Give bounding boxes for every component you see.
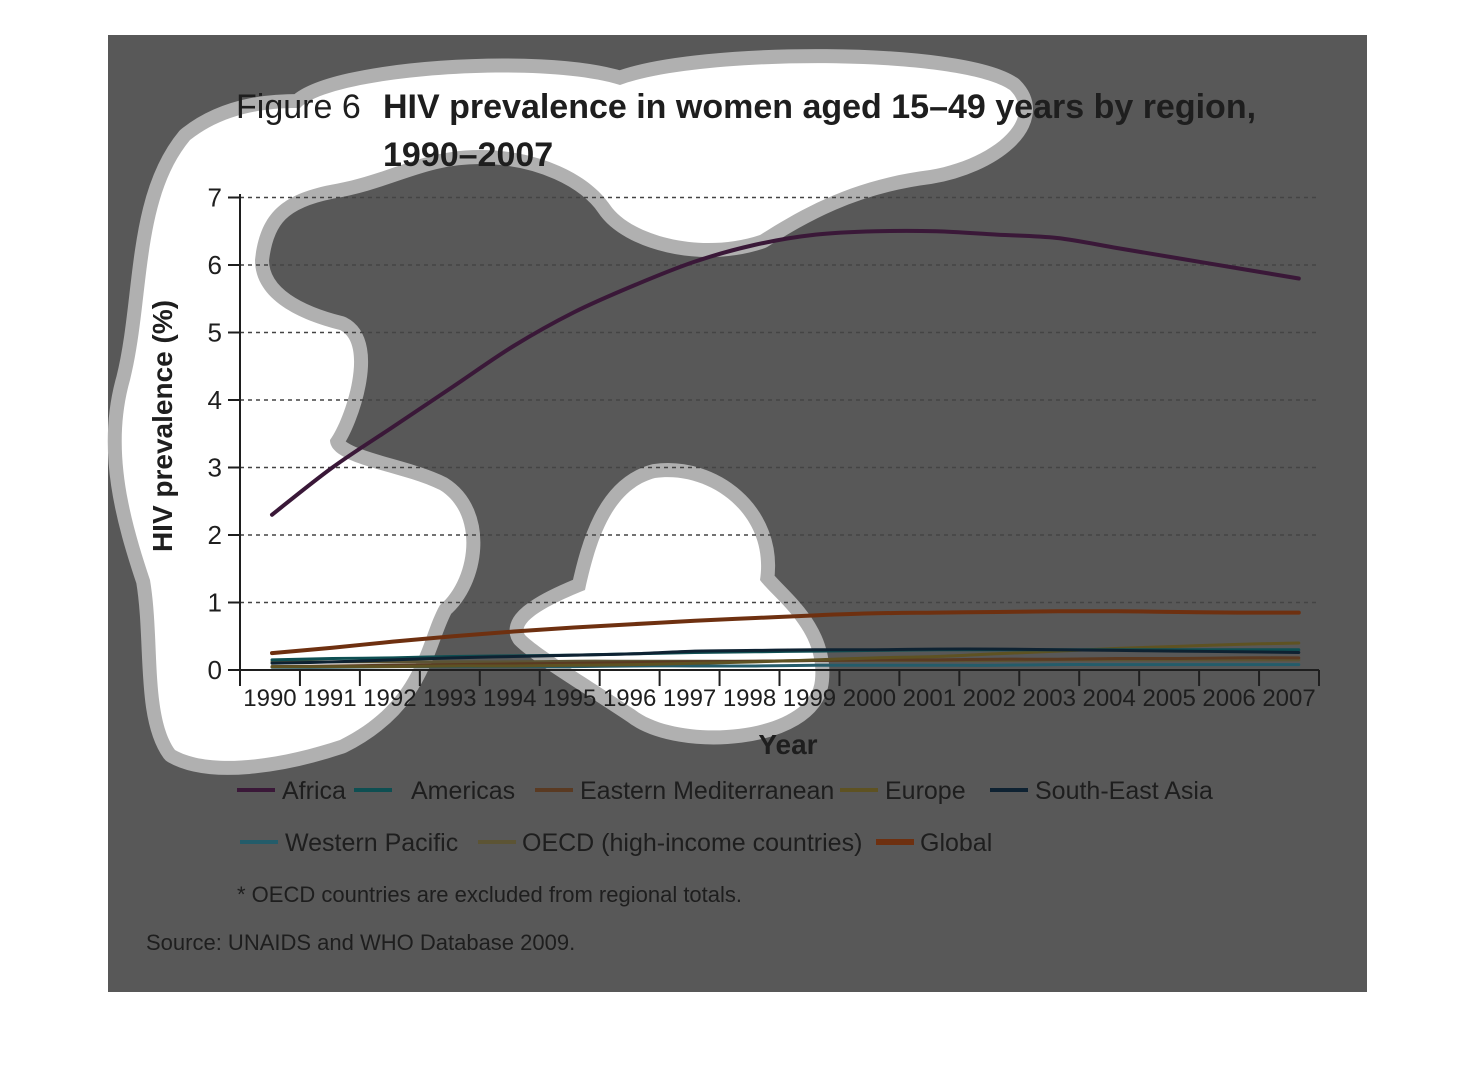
- x-tick-label: 1997: [663, 685, 716, 712]
- x-tick-label: 2006: [1202, 685, 1255, 712]
- legend-label-global: Global: [920, 829, 992, 857]
- chart-title-line2: 1990–2007: [383, 136, 553, 174]
- series-line-africa: [270, 228, 1301, 517]
- x-tick-label: 2002: [963, 685, 1016, 712]
- legend-label-europe: Europe: [885, 777, 966, 805]
- x-tick-label: 1992: [363, 685, 416, 712]
- y-tick-label: 0: [208, 655, 222, 685]
- x-axis-ticks: 1990 1991 1992 1993 1994 1995 1996 1997 1998 1999…: [239, 670, 1320, 712]
- legend-label-americas: Americas: [411, 777, 515, 805]
- legend-label-eastern-mediterranean: Eastern Mediterranean: [580, 777, 834, 805]
- x-tick-label: 1991: [303, 685, 356, 712]
- series-line-europe: [270, 641, 1301, 669]
- x-tick-label: 2004: [1082, 685, 1135, 712]
- series-lines: [270, 228, 1301, 669]
- chart-title-line1: HIV prevalence in women aged 15–49 years…: [383, 88, 1256, 126]
- x-tick-label: 1999: [783, 685, 836, 712]
- y-tick-label: 7: [208, 183, 222, 213]
- y-tick-label: 1: [208, 588, 222, 618]
- x-axis-title: Year: [758, 729, 817, 760]
- highlight-blob: [121, 63, 1019, 761]
- gridlines: [240, 196, 1319, 604]
- legend-label-western-pacific: Western Pacific: [285, 829, 458, 857]
- legend-label-oecd-high-income-countries: OECD (high-income countries): [522, 829, 862, 857]
- x-tick-label: 2000: [843, 685, 896, 712]
- y-tick-label: 5: [208, 318, 222, 348]
- y-tick-label: 3: [208, 453, 222, 483]
- x-tick-label: 1998: [723, 685, 776, 712]
- legend-label-africa: Africa: [282, 777, 346, 805]
- source-note: Source: UNAIDS and WHO Database 2009.: [146, 930, 575, 955]
- y-tick-label: 4: [208, 385, 222, 415]
- y-tick-label: 2: [208, 520, 222, 550]
- x-tick-label: 1994: [483, 685, 536, 712]
- y-axis-ticks: 0 1 2 3 4 5 6 7: [208, 183, 240, 685]
- legend: Africa Americas Eastern Mediterranean Europ…: [237, 777, 1213, 857]
- legend-label-south-east-asia: South-East Asia: [1035, 777, 1213, 805]
- x-tick-label: 1990: [243, 685, 296, 712]
- series-line-south-east-asia: [270, 647, 1301, 665]
- x-tick-label: 2003: [1023, 685, 1076, 712]
- y-tick-label: 6: [208, 250, 222, 280]
- x-tick-label: 1996: [603, 685, 656, 712]
- x-tick-label: 2001: [903, 685, 956, 712]
- footnote: * OECD countries are excluded from regio…: [237, 882, 742, 907]
- x-tick-label: 1993: [423, 685, 476, 712]
- x-tick-label: 1995: [543, 685, 596, 712]
- x-tick-label: 2007: [1262, 685, 1315, 712]
- series-line-global: [270, 609, 1301, 656]
- x-tick-label: 2005: [1142, 685, 1195, 712]
- y-axis-title: HIV prevalence (%): [147, 300, 178, 552]
- figure-label: Figure 6: [236, 88, 361, 126]
